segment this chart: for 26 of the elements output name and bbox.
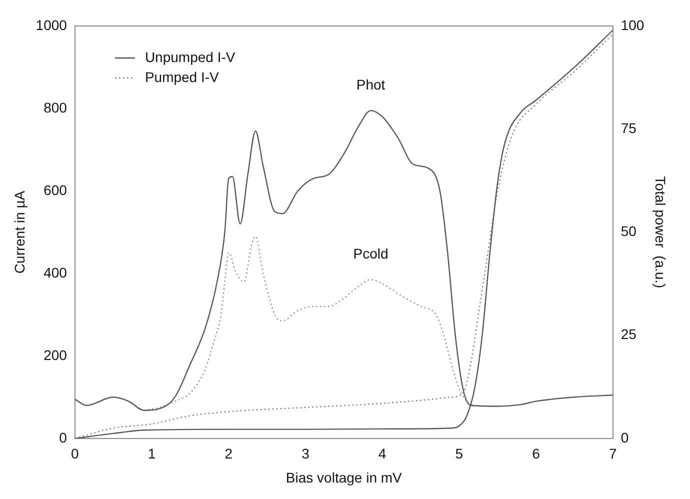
y-tick-label: 1000 <box>36 16 68 33</box>
series-label: Phot <box>356 76 386 92</box>
x-tick-label: 0 <box>71 446 80 462</box>
y2-tick-label: 25 <box>620 326 637 342</box>
y2-tick-label: 75 <box>620 120 637 136</box>
y-tick-label: 200 <box>44 346 68 363</box>
x-tick-label: 5 <box>455 446 464 462</box>
x-tick-label: 6 <box>532 446 540 462</box>
series-label: Pcold <box>353 245 388 262</box>
x-tick-label: 3 <box>302 446 310 462</box>
x-tick-label: 1 <box>148 446 156 462</box>
legend-label: Pumped I-V <box>144 68 220 85</box>
y-tick-label: 0 <box>59 429 68 446</box>
x-tick-label: 2 <box>224 446 233 462</box>
y-tick-label: 400 <box>44 264 68 280</box>
y2-tick-label: 100 <box>620 16 644 33</box>
y2-axis-title: Total power (a.u.) <box>652 176 669 288</box>
x-tick-label: 7 <box>608 446 617 462</box>
y-axis-title: Current in µA <box>11 190 28 274</box>
x-axis-title: Bias voltage in mV <box>286 469 403 486</box>
y2-tick-label: 0 <box>620 429 629 446</box>
y2-tick-label: 50 <box>620 223 637 240</box>
y-tick-label: 800 <box>44 99 68 116</box>
x-tick-label: 4 <box>378 446 386 462</box>
legend-label: Unpumped I-V <box>144 48 236 65</box>
y-tick-label: 600 <box>44 182 68 198</box>
